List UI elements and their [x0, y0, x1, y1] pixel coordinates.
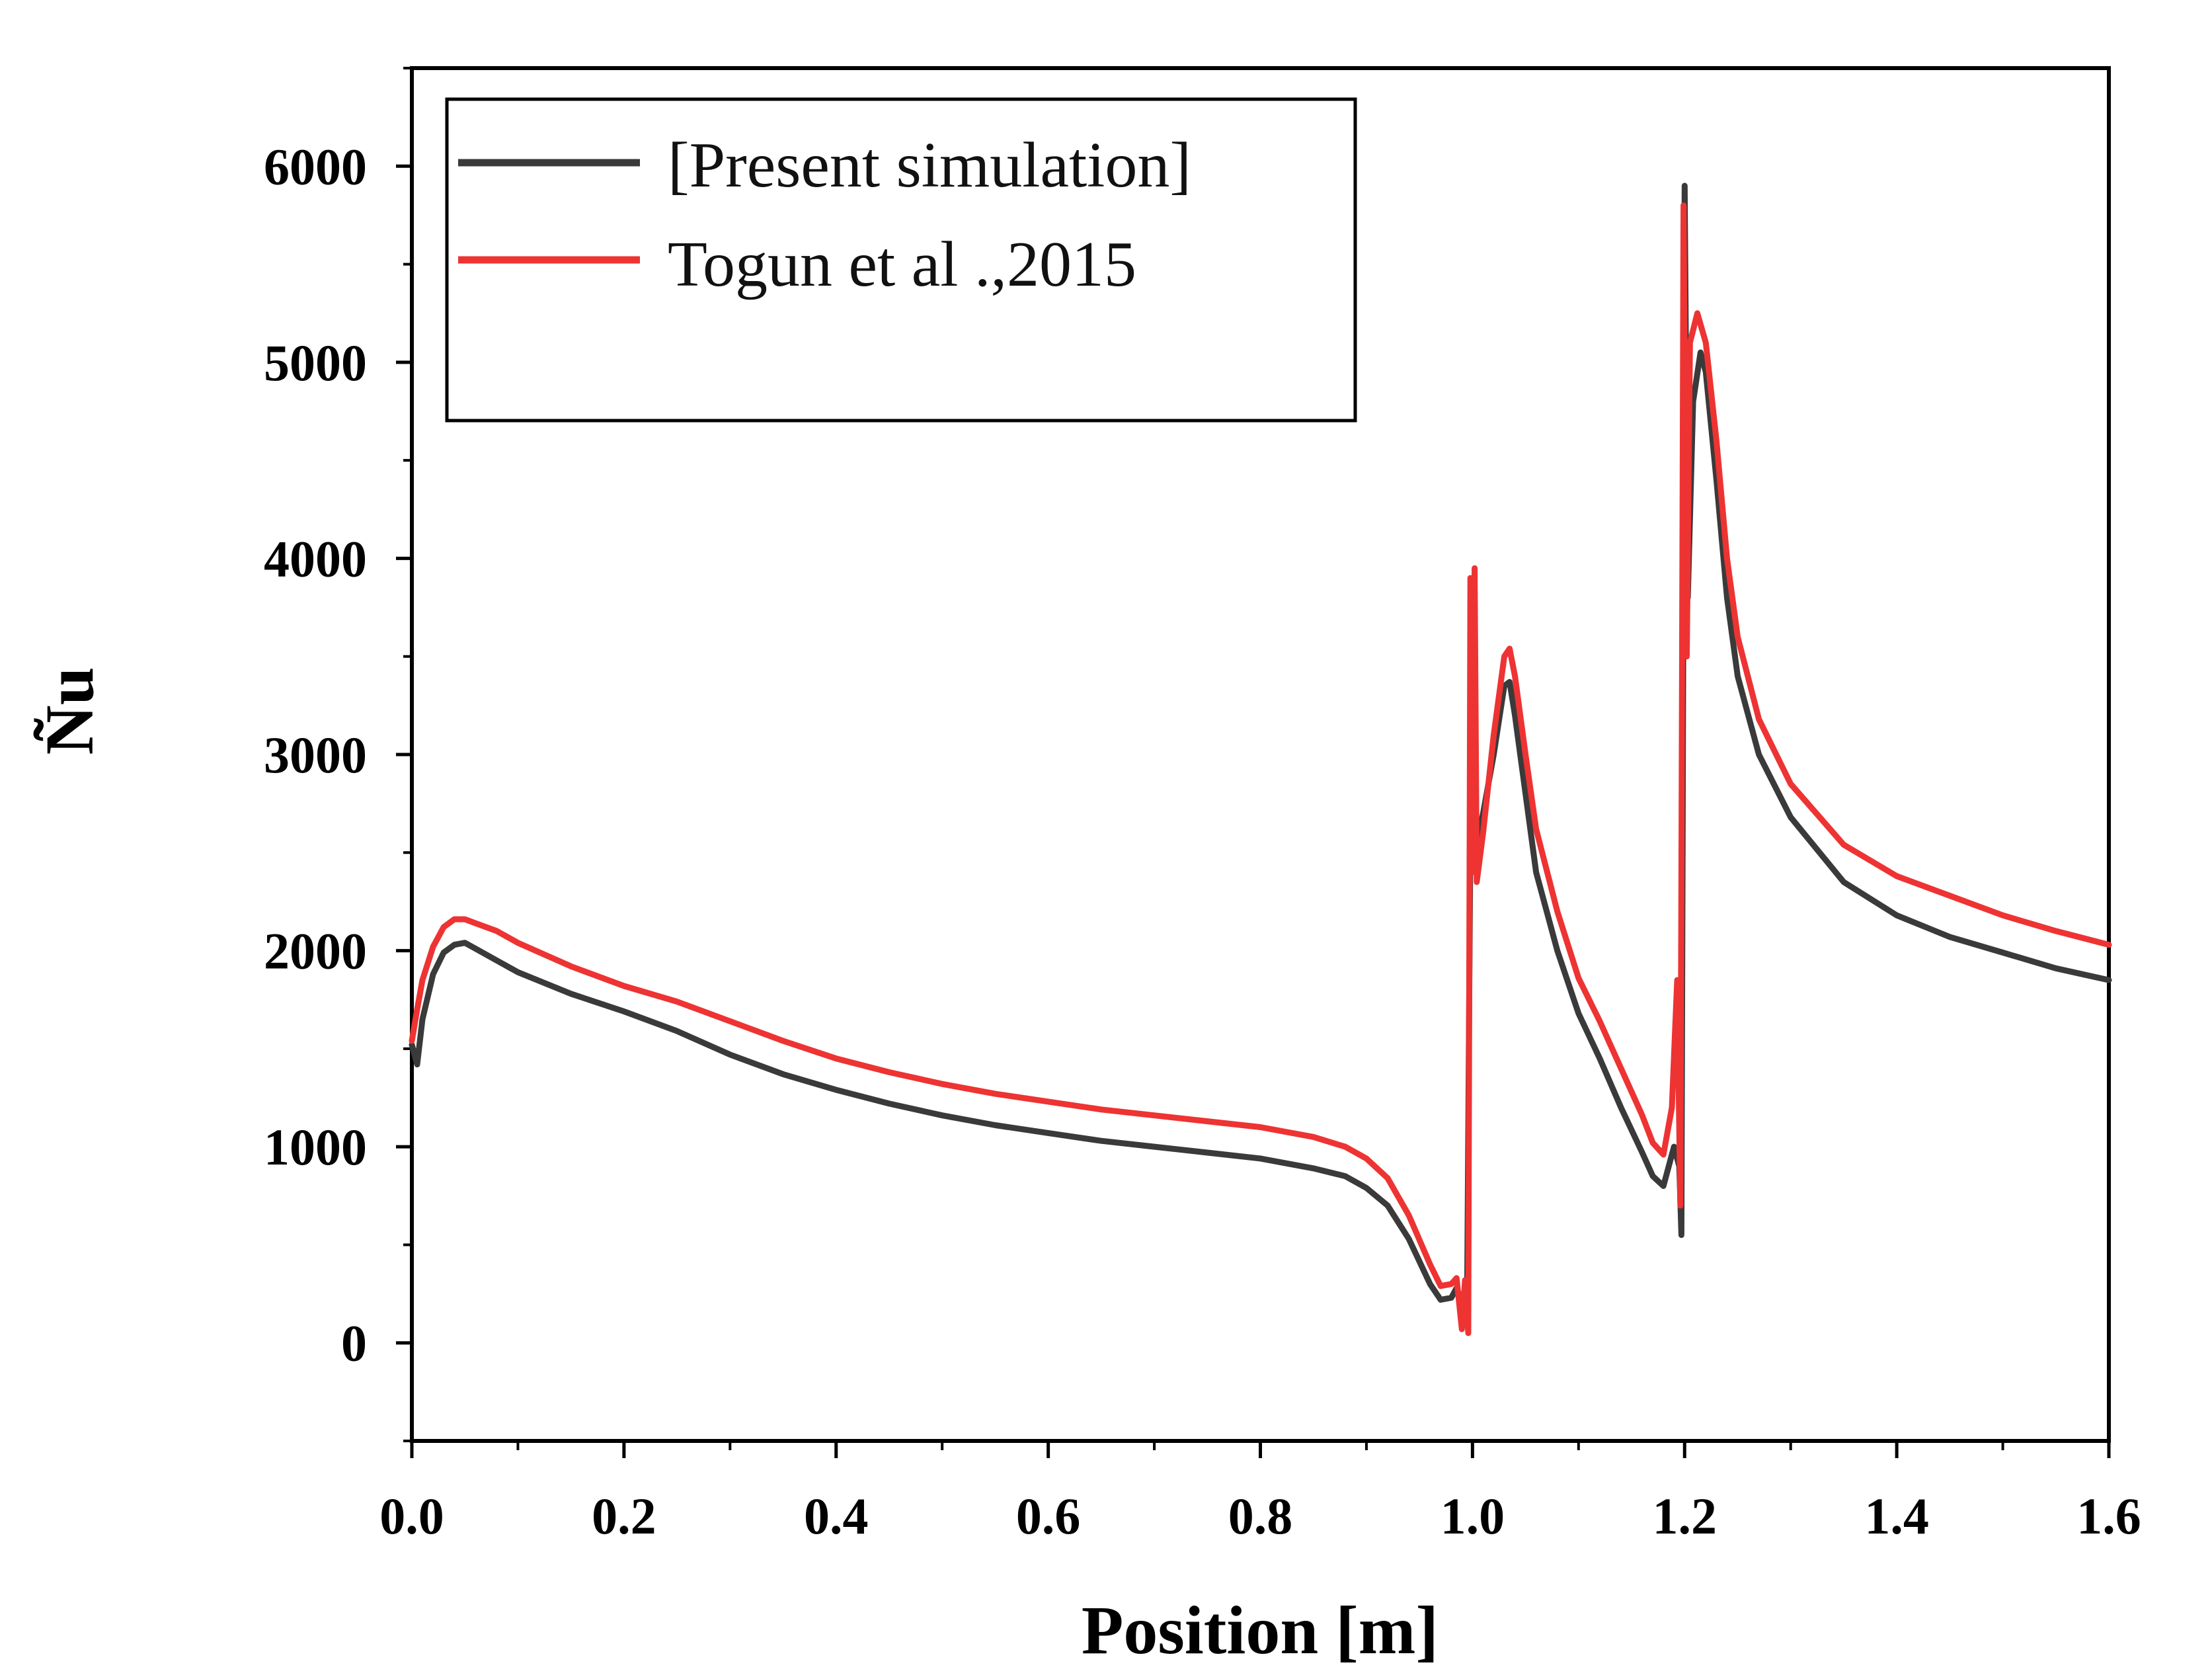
- legend-label-present-simulation: [Present simulation]: [668, 130, 1191, 201]
- x-tick-label-3: 0.6: [1016, 1487, 1081, 1545]
- y-tick-label-4: 4000: [264, 530, 367, 587]
- x-tick-label-6: 1.2: [1653, 1487, 1718, 1545]
- x-tick-label-8: 1.6: [2076, 1487, 2141, 1545]
- x-tick-label-5: 1.0: [1441, 1487, 1505, 1545]
- legend: [Present simulation] Togun et al .,2015: [445, 97, 1357, 423]
- legend-label-togun-2015: Togun et al .,2015: [668, 229, 1136, 300]
- x-tick-label-7: 1.4: [1864, 1487, 1929, 1545]
- y-tick-label-6: 6000: [264, 138, 367, 195]
- x-tick-label-1: 0.2: [592, 1487, 656, 1545]
- series-layer: [409, 183, 2112, 1336]
- y-tick-label-3: 3000: [264, 726, 367, 784]
- x-axis-title: Position [m]: [1082, 1592, 1439, 1668]
- y-tick-label-1: 1000: [264, 1118, 367, 1176]
- x-axis: 0.0 0.2 0.4 0.6 0.8 1.0 1.2 1.4 1.6: [379, 1441, 2141, 1545]
- series-line-1: [409, 202, 2112, 1336]
- x-tick-label-0: 0.0: [379, 1487, 444, 1545]
- x-tick-label-2: 0.4: [804, 1487, 869, 1545]
- y-axis-title: Ñu: [32, 667, 108, 755]
- y-axis: 0 1000 2000 3000 4000 5000 6000: [264, 67, 412, 1442]
- y-tick-label-0: 0: [341, 1315, 367, 1372]
- y-tick-label-2: 2000: [264, 922, 367, 980]
- y-tick-label-5: 5000: [264, 334, 367, 391]
- x-tick-label-4: 0.8: [1228, 1487, 1293, 1545]
